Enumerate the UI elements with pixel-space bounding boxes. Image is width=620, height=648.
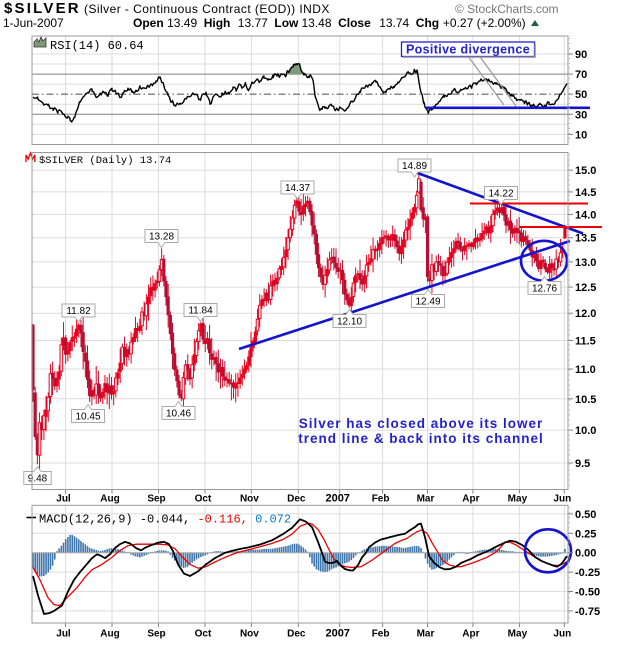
svg-text:1-Jun-2007: 1-Jun-2007 — [3, 16, 64, 30]
svg-text:Apr: Apr — [462, 629, 479, 640]
svg-text:-0.50: -0.50 — [575, 587, 600, 599]
svg-text:13.77: 13.77 — [238, 16, 268, 30]
svg-text:14.89: 14.89 — [402, 161, 427, 172]
svg-text:Aug: Aug — [100, 629, 119, 640]
svg-text:© StockCharts.com: © StockCharts.com — [455, 2, 559, 16]
svg-text:Sep: Sep — [147, 629, 165, 640]
svg-text:2007: 2007 — [325, 628, 349, 640]
svg-text:11.0: 11.0 — [575, 364, 596, 376]
svg-text:2007: 2007 — [325, 493, 349, 505]
svg-text:13.48: 13.48 — [302, 16, 332, 30]
svg-text:May: May — [508, 494, 528, 505]
svg-text:14.37: 14.37 — [285, 183, 310, 194]
svg-text:15.0: 15.0 — [575, 165, 596, 177]
svg-text:High: High — [204, 16, 231, 30]
svg-text:Dec: Dec — [287, 494, 306, 505]
svg-text:Jun: Jun — [553, 629, 571, 640]
svg-text:-0.25: -0.25 — [575, 567, 600, 579]
svg-text:Aug: Aug — [100, 494, 119, 505]
svg-text:13.49: 13.49 — [167, 16, 197, 30]
svg-text:Chg: Chg — [416, 16, 439, 30]
svg-text:12.5: 12.5 — [575, 282, 596, 294]
svg-text:-0.75: -0.75 — [575, 606, 600, 618]
svg-text:11.84: 11.84 — [188, 306, 213, 317]
svg-text:11.5: 11.5 — [575, 336, 596, 348]
svg-text:12.76: 12.76 — [532, 284, 557, 295]
svg-text:50: 50 — [575, 89, 587, 101]
svg-text:11.82: 11.82 — [66, 306, 91, 317]
svg-text:13.28: 13.28 — [149, 232, 174, 243]
svg-text:13.5: 13.5 — [575, 233, 596, 245]
svg-text:Close: Close — [338, 16, 371, 30]
svg-text:12.49: 12.49 — [415, 297, 440, 308]
svg-text:9.5: 9.5 — [575, 458, 590, 470]
svg-text:Jul: Jul — [56, 494, 71, 505]
svg-text:Silver has closed above its lo: Silver has closed above its lower — [299, 416, 544, 431]
svg-text:$SILVER: $SILVER — [4, 0, 81, 17]
svg-text:Feb: Feb — [372, 629, 390, 640]
svg-text:0.25: 0.25 — [575, 528, 596, 540]
svg-text:10: 10 — [575, 129, 587, 141]
svg-text:70: 70 — [575, 69, 587, 81]
svg-text:13.74: 13.74 — [379, 16, 409, 30]
svg-text:Feb: Feb — [372, 494, 390, 505]
svg-text:Nov: Nov — [240, 629, 259, 640]
svg-text:Sep: Sep — [147, 494, 165, 505]
svg-text:Positive divergence: Positive divergence — [406, 43, 530, 57]
svg-text:Mar: Mar — [417, 494, 435, 505]
svg-text:$SILVER (Daily) 13.74: $SILVER (Daily) 13.74 — [39, 155, 171, 167]
svg-text:Jul: Jul — [56, 629, 71, 640]
svg-text:10.0: 10.0 — [575, 425, 596, 437]
svg-text:Open: Open — [133, 16, 164, 30]
svg-text:Oct: Oct — [195, 629, 212, 640]
svg-text:14.5: 14.5 — [575, 187, 596, 199]
svg-text:10.5: 10.5 — [575, 394, 596, 406]
svg-text:Mar: Mar — [417, 629, 435, 640]
svg-text:(Silver - Continuous Contract: (Silver - Continuous Contract (EOD)) IND… — [84, 2, 330, 16]
svg-text:9.48: 9.48 — [28, 474, 48, 485]
svg-text:90: 90 — [575, 49, 587, 61]
svg-text:RSI(14) 60.64: RSI(14) 60.64 — [50, 39, 144, 53]
svg-text:10.46: 10.46 — [166, 409, 191, 420]
svg-text:May: May — [508, 629, 528, 640]
svg-text:MACD(12,26,9) -0.044, -0.116,: MACD(12,26,9) -0.044, -0.116, 0.072 — [39, 513, 291, 527]
svg-text:Nov: Nov — [240, 494, 259, 505]
svg-text:trend line & back into its cha: trend line & back into its channel — [298, 431, 544, 446]
svg-text:0.50: 0.50 — [575, 509, 596, 521]
svg-text:12.10: 12.10 — [337, 317, 362, 328]
svg-text:Low: Low — [274, 16, 299, 30]
svg-text:14.22: 14.22 — [488, 189, 513, 200]
svg-text:Oct: Oct — [195, 494, 212, 505]
svg-text:14.0: 14.0 — [575, 209, 596, 221]
svg-text:30: 30 — [575, 109, 587, 121]
svg-text:Jun: Jun — [553, 494, 571, 505]
svg-text:Dec: Dec — [287, 629, 306, 640]
svg-text:13.0: 13.0 — [575, 257, 596, 269]
svg-text:12.0: 12.0 — [575, 308, 596, 320]
svg-text:10.45: 10.45 — [75, 412, 100, 423]
svg-text:0.00: 0.00 — [575, 548, 596, 560]
svg-text:Apr: Apr — [462, 494, 479, 505]
svg-text:+0.27 (+2.00%): +0.27 (+2.00%) — [443, 16, 526, 30]
